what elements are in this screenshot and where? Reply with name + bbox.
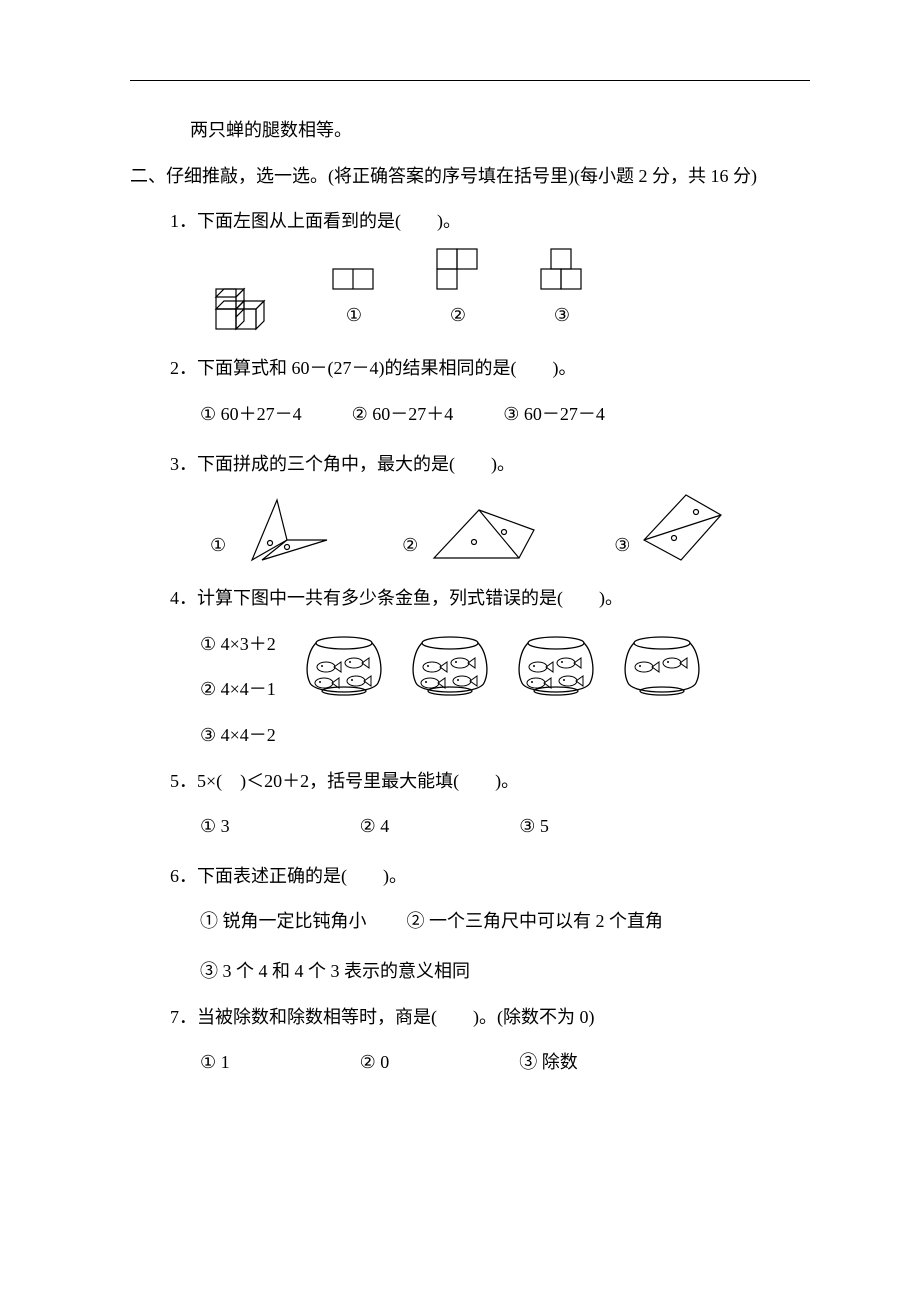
q6-opt1: ① 锐角一定比钝角小	[200, 902, 367, 942]
q4-bowls	[296, 631, 710, 701]
fishbowl-icon	[296, 631, 392, 701]
q1-opt1: ①	[332, 268, 376, 336]
q3-opt1-label: ①	[210, 526, 226, 566]
q3-figures: ① ② ③	[130, 490, 810, 565]
q7-text: 7．当被除数和除数相等时，商是( )。(除数不为 0)	[130, 998, 810, 1038]
q2-opt1: ① 60＋27－4	[200, 395, 302, 435]
q5-opt1: ① 3	[200, 807, 230, 847]
grid-2x1-icon	[332, 268, 376, 292]
q6-text: 6．下面表述正确的是( )。	[130, 857, 810, 897]
q4-opt1: ① 4×3＋2	[200, 625, 276, 665]
q6-line1: ① 锐角一定比钝角小 ② 一个三角尺中可以有 2 个直角	[130, 902, 810, 942]
top-rule	[130, 80, 810, 81]
q3-opt1: ①	[210, 495, 332, 565]
q4-opt3: ③ 4×4－2	[200, 716, 276, 756]
cubes-icon	[210, 283, 272, 335]
q7-opt3: ③ 除数	[519, 1043, 578, 1083]
q1-opt2: ②	[436, 248, 480, 336]
angle2-icon	[424, 500, 544, 565]
q1-stem-figure	[210, 283, 272, 335]
q2-opt2: ② 60－27＋4	[352, 395, 454, 435]
q1-opt3: ③	[540, 248, 584, 336]
section-heading: 二、仔细推敲，选一选。(将正确答案的序号填在括号里)(每小题 2 分，共 16 …	[130, 157, 810, 197]
q1-opt2-label: ②	[450, 296, 466, 336]
q3-opt3: ③	[614, 490, 726, 565]
q5-opt2: ② 4	[360, 807, 390, 847]
q4-text: 4．计算下图中一共有多少条金鱼，列式错误的是( )。	[130, 579, 810, 619]
q1-opt1-label: ①	[346, 296, 362, 336]
q7-opt2: ② 0	[360, 1043, 390, 1083]
q1-opt3-label: ③	[554, 296, 570, 336]
q4-options: ① 4×3＋2 ② 4×4－1 ③ 4×4－2	[200, 625, 276, 756]
fishbowl-1	[296, 631, 392, 701]
q4-opt2: ② 4×4－1	[200, 670, 276, 710]
fishbowl-icon	[402, 631, 498, 701]
fishbowl-3	[508, 631, 604, 701]
t-shape-icon	[540, 248, 584, 292]
angle3-icon	[636, 490, 726, 565]
q5-opt3: ③ 5	[519, 807, 549, 847]
q7-options: ① 1 ② 0 ③ 除数	[130, 1043, 810, 1083]
top-continuation: 两只蝉的腿数相等。	[130, 111, 810, 151]
section-label: 二、仔细推敲，选一选。(将正确答案的序号填在括号里)(每小题 2 分，共 16 …	[130, 166, 757, 186]
q3-opt2: ②	[402, 500, 544, 565]
q2-options: ① 60＋27－4 ② 60－27＋4 ③ 60－27－4	[130, 395, 810, 435]
q1-text: 1．下面左图从上面看到的是( )。	[130, 202, 810, 242]
fishbowl-4	[614, 631, 710, 701]
angle1-icon	[232, 495, 332, 565]
q6-opt2: ② 一个三角尺中可以有 2 个直角	[407, 902, 664, 942]
fishbowl-icon	[614, 631, 710, 701]
q5-options: ① 3 ② 4 ③ 5	[130, 807, 810, 847]
q5-text: 5．5×( )＜20＋2，括号里最大能填( )。	[130, 762, 810, 802]
q1-figures: ① ② ③	[130, 248, 810, 336]
fishbowl-icon	[508, 631, 604, 701]
q3-opt3-label: ③	[614, 526, 630, 566]
l-shape-icon	[436, 248, 480, 292]
q2-text: 2．下面算式和 60－(27－4)的结果相同的是( )。	[130, 349, 810, 389]
q4-content: ① 4×3＋2 ② 4×4－1 ③ 4×4－2	[130, 625, 810, 756]
q3-text: 3．下面拼成的三个角中，最大的是( )。	[130, 445, 810, 485]
fishbowl-2	[402, 631, 498, 701]
q2-opt3: ③ 60－27－4	[503, 395, 605, 435]
q7-opt1: ① 1	[200, 1043, 230, 1083]
q6-opt3: ③ 3 个 4 和 4 个 3 表示的意义相同	[130, 952, 810, 992]
q3-opt2-label: ②	[402, 526, 418, 566]
